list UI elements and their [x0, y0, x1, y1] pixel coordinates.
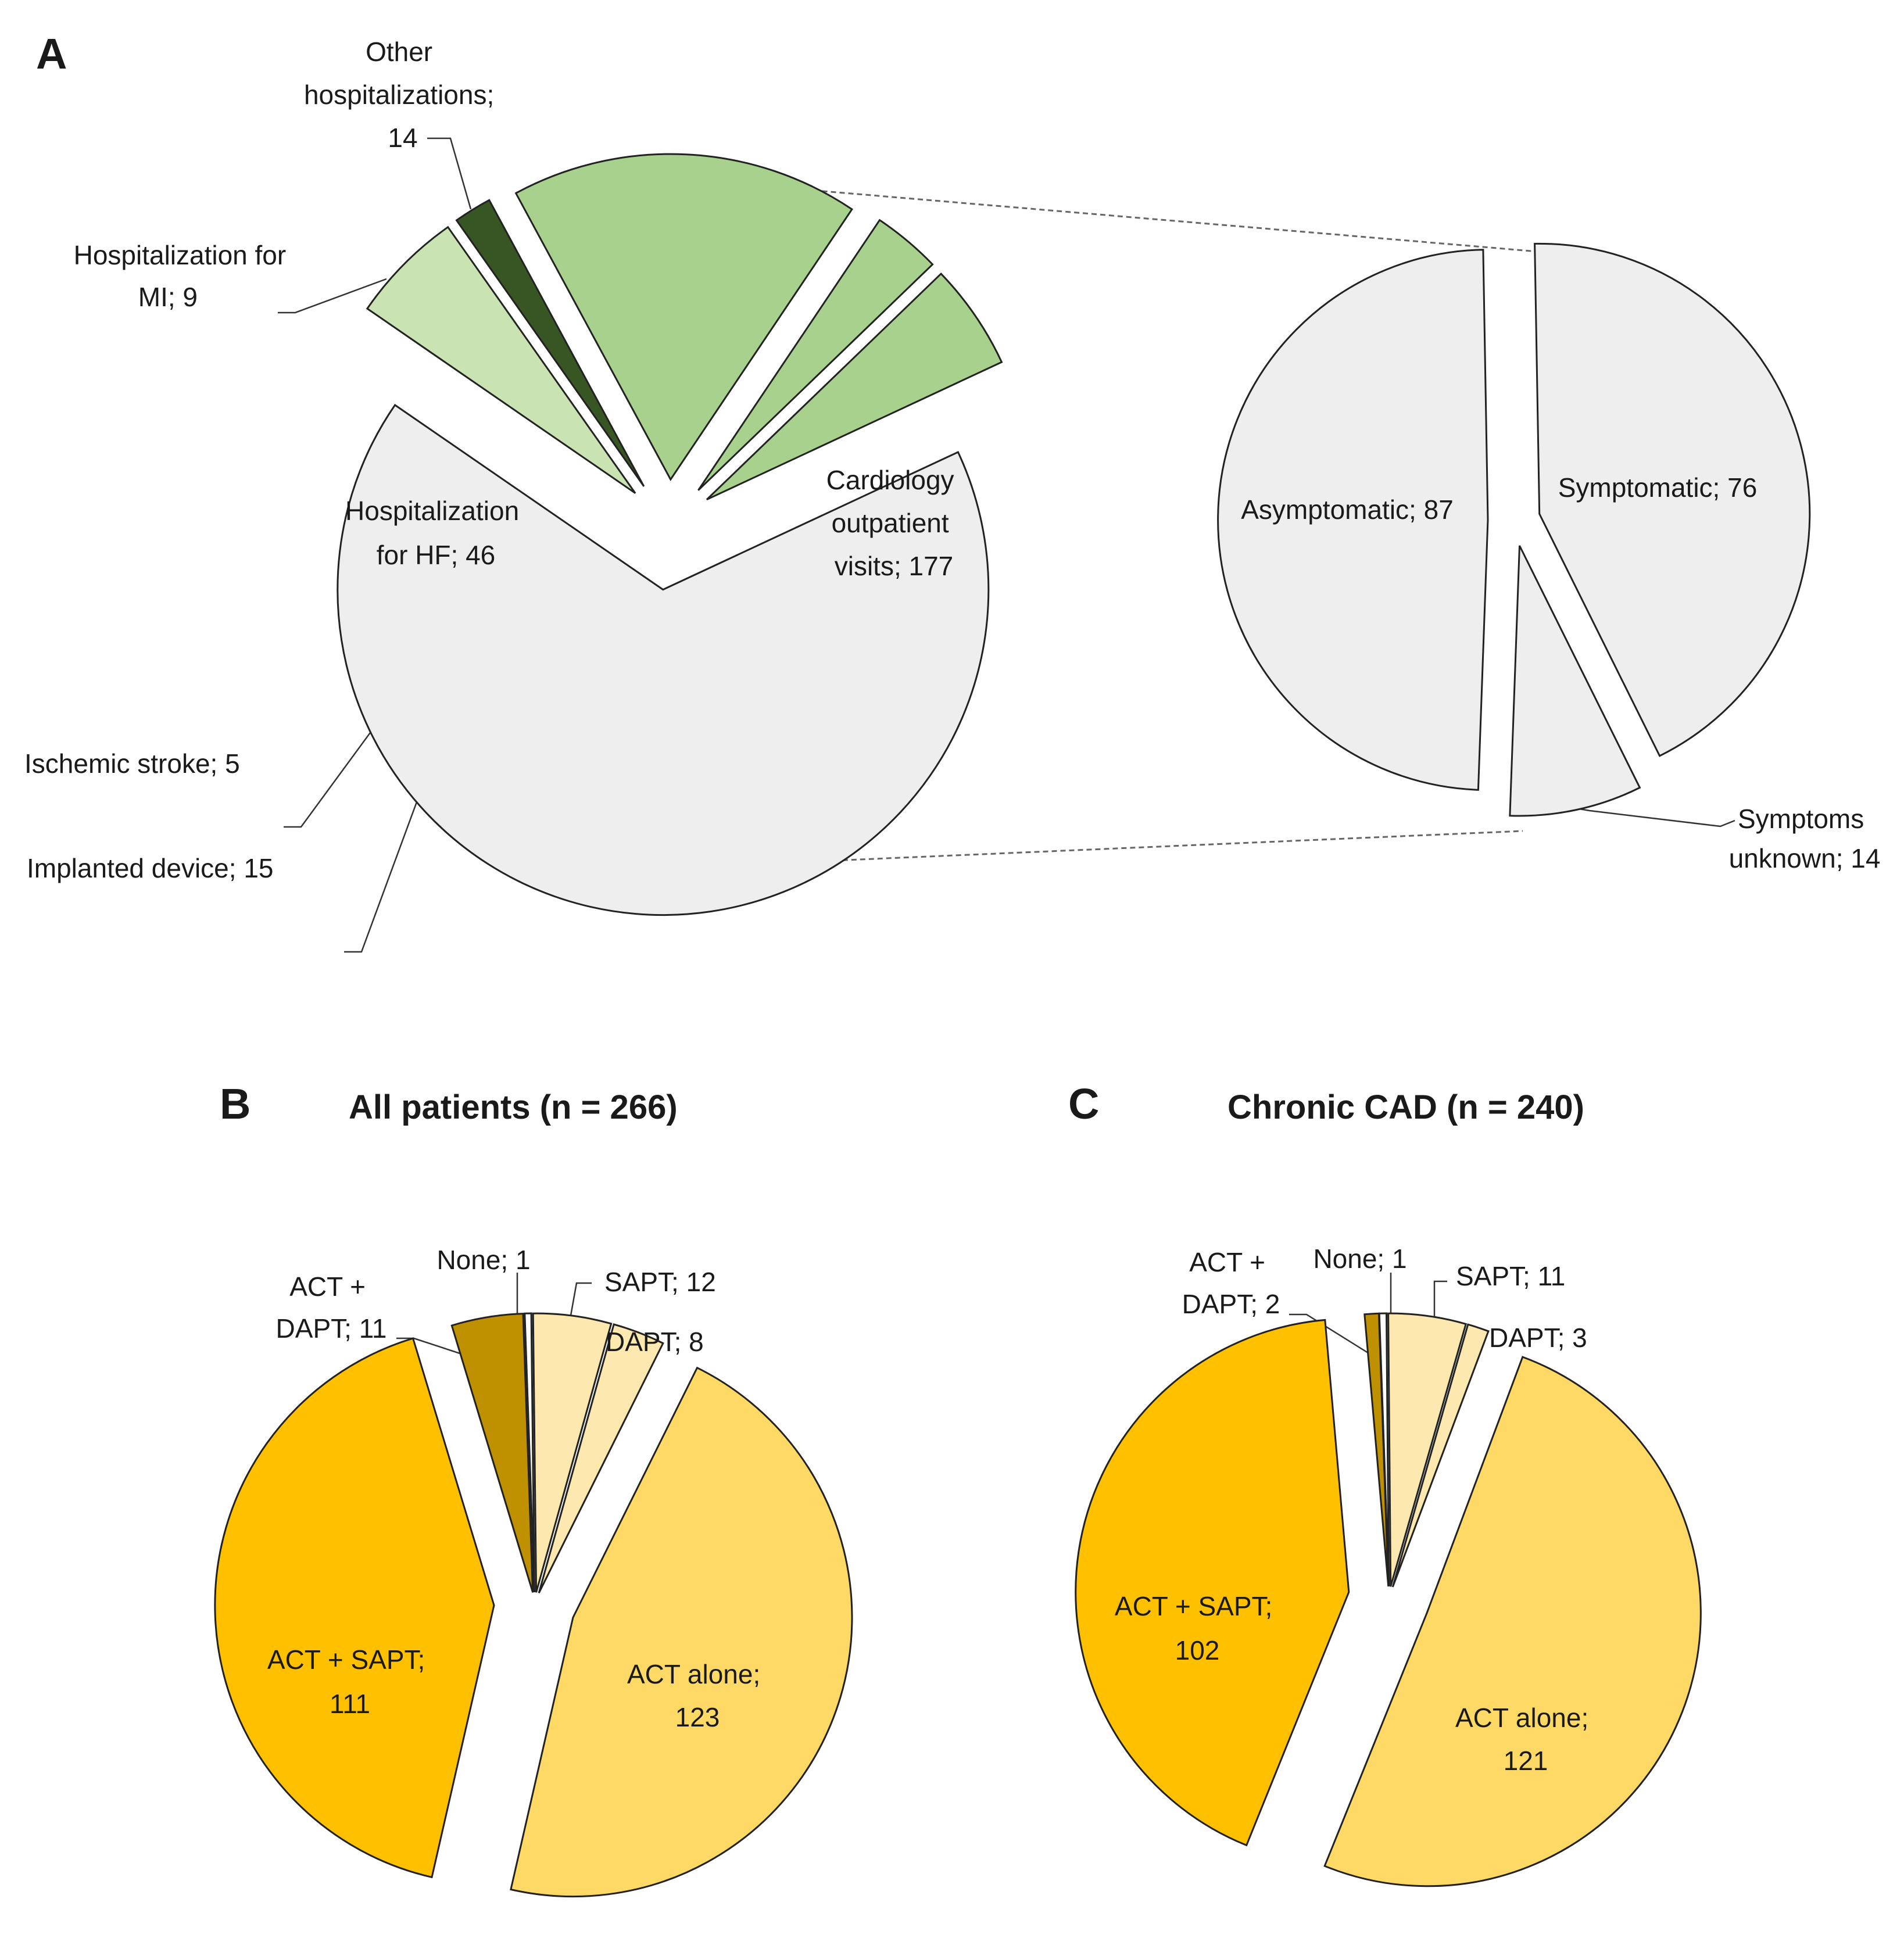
label-ischemic-stroke: Ischemic stroke; 5 [24, 748, 240, 779]
b-slice-sapt-12 [532, 1312, 613, 1593]
breakdown-connector-top [761, 185, 1552, 254]
label-b-none: None; 1 [436, 1245, 530, 1275]
b-slice-act-alone-123 [510, 1366, 853, 1898]
label-b-dapt: DAPT; 8 [606, 1327, 704, 1357]
label-b-sapt: SAPT; 12 [604, 1267, 716, 1297]
leader-implanted-device [344, 797, 420, 953]
leader-ischemic-stroke [284, 728, 374, 828]
b-slice-act-dapt-11 [450, 1313, 534, 1593]
a-slice-ischemic-stroke-5 [455, 199, 645, 487]
label-b-act-sapt: ACT + SAPT; 111 [267, 1645, 432, 1719]
panel-c-title: Chronic CAD (n = 240) [1227, 1088, 1584, 1126]
leader-c-act-dapt [1289, 1313, 1375, 1358]
a-breakdown-slice-asymptomatic-87 [1217, 249, 1489, 791]
label-c-none: None; 1 [1313, 1244, 1406, 1274]
c-slice-dapt-3 [1391, 1323, 1490, 1588]
label-c-sapt: SAPT; 11 [1456, 1261, 1565, 1291]
panel-c-letter: C [1068, 1080, 1099, 1128]
c-slice-act-sapt-102 [1075, 1319, 1350, 1847]
label-asymptomatic: Asymptomatic; 87 [1241, 495, 1454, 525]
c-slice-act-dapt-2 [1363, 1312, 1390, 1587]
label-symptomatic: Symptomatic; 76 [1558, 472, 1758, 503]
label-symptoms-unknown: Symptoms unknown; 14 [1729, 804, 1881, 873]
leader-other-hospitalizations [427, 137, 472, 210]
a-slice-hospitalization-for-hf-46 [514, 153, 853, 481]
a-slice-hospitalization-for-mi-9 [697, 218, 934, 491]
breakdown-connector-bottom [738, 830, 1523, 866]
c-slice-act-alone-121 [1323, 1356, 1702, 1887]
a-slice-cardiology-outpatient-visits-177 [337, 403, 990, 916]
label-c-act-alone: ACT alone; 121 [1455, 1703, 1596, 1776]
a-slice-implanted-device-15 [366, 225, 636, 494]
b-slice-dapt-8 [538, 1323, 664, 1593]
label-cardiology-visits: Cardiology outpatient visits; 177 [826, 465, 962, 581]
pie-slices [214, 153, 1811, 1898]
a-slice-other-hospitalizations-14 [706, 272, 1003, 501]
c-slice-sapt-11 [1387, 1312, 1468, 1587]
b-slice-act-sapt-111 [214, 1337, 495, 1879]
label-c-act-dapt: ACT + DAPT; 2 [1182, 1247, 1280, 1319]
label-c-dapt: DAPT; 3 [1489, 1323, 1587, 1353]
label-hospitalization-mi: Hospitalization for MI; 9 [74, 240, 294, 312]
panel-b-title: All patients (n = 266) [349, 1088, 678, 1126]
label-implanted-device: Implanted device; 15 [27, 853, 274, 883]
b-slice-none-1 [524, 1312, 535, 1593]
label-other-hospitalizations: Other hospitalizations; 14 [304, 37, 502, 153]
label-b-act-alone: ACT alone; 123 [627, 1659, 768, 1732]
label-hospitalization-hf: Hospitalization for HF; 46 [345, 496, 527, 570]
label-b-act-dapt: ACT + DAPT; 11 [276, 1271, 387, 1344]
label-c-act-sapt: ACT + SAPT; 102 [1115, 1591, 1280, 1665]
a-breakdown-slice-symptoms-unknown-14 [1509, 545, 1641, 817]
panel-a-letter: A [36, 30, 67, 78]
a-breakdown-slice-symptomatic-76 [1534, 242, 1811, 757]
leader-hospitalization-mi [278, 278, 387, 314]
panel-b-letter: B [220, 1080, 250, 1128]
